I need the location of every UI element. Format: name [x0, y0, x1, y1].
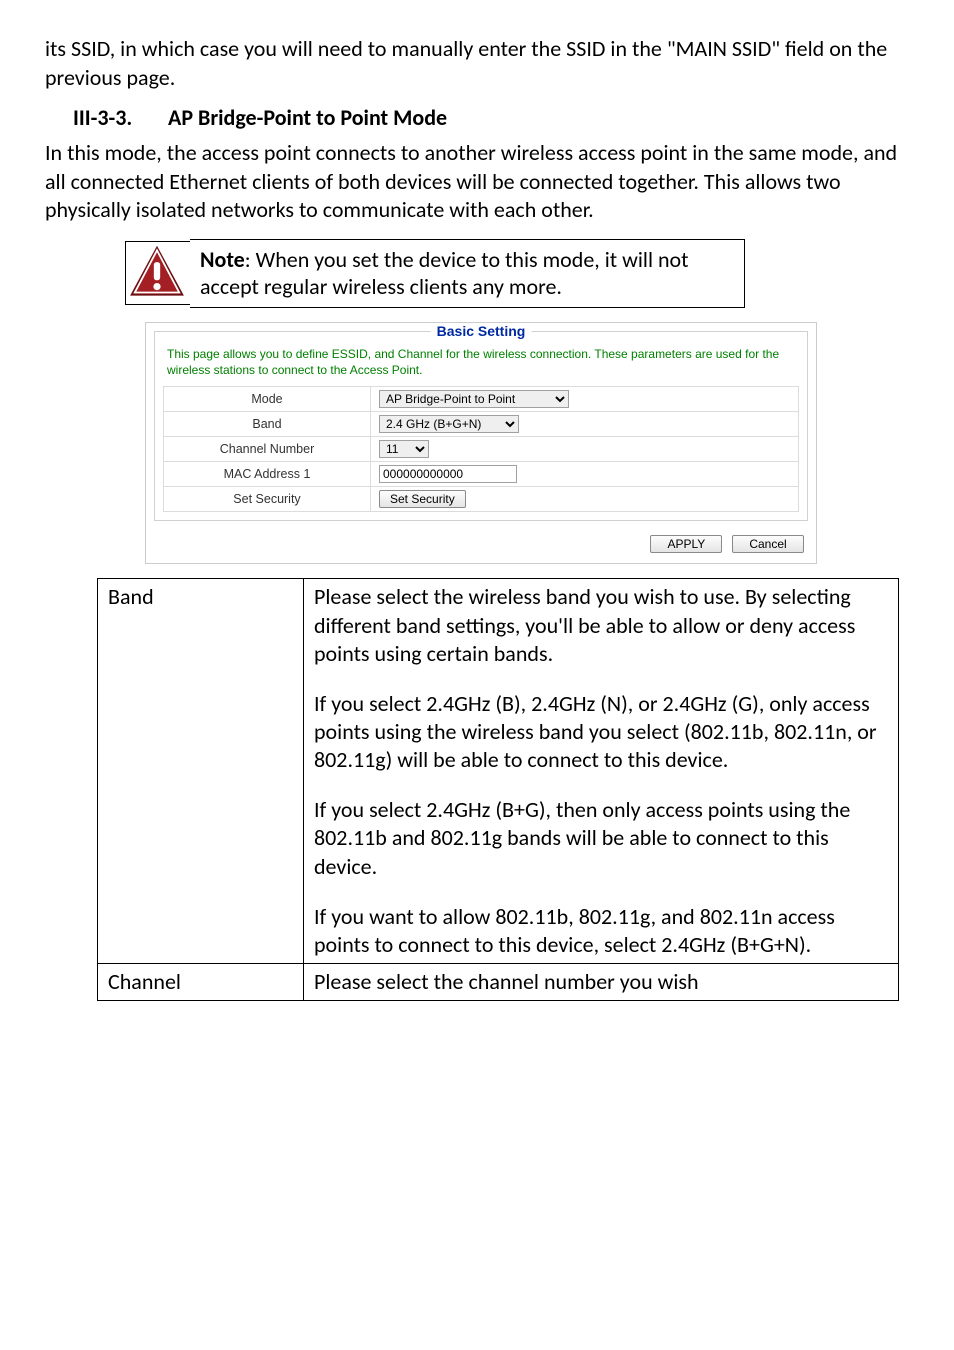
param-name-band: Band	[98, 579, 304, 964]
cell-channel: 11	[371, 437, 799, 462]
row-band: Band 2.4 GHz (B+G+N)	[164, 412, 799, 437]
fieldset-legend: Basic Setting	[431, 323, 532, 339]
param-desc-band: Please select the wireless band you wish…	[304, 579, 899, 964]
cell-setsec: Set Security	[371, 487, 799, 512]
note-bold: Note	[200, 246, 245, 273]
param-row-band: Band Please select the wireless band you…	[98, 579, 899, 964]
parameter-table: Band Please select the wireless band you…	[97, 578, 899, 1001]
section-heading: III-3-3. AP Bridge-Point to Point Mode	[73, 104, 909, 131]
label-setsec: Set Security	[164, 487, 371, 512]
band-p4: If you want to allow 802.11b, 802.11g, a…	[314, 903, 888, 959]
mac1-input[interactable]	[379, 465, 517, 483]
row-mac1: MAC Address 1	[164, 462, 799, 487]
note-text: Note: When you set the device to this mo…	[190, 239, 745, 308]
mode-select[interactable]: AP Bridge-Point to Point	[379, 390, 569, 408]
fieldset-description: This page allows you to define ESSID, an…	[155, 332, 807, 386]
param-desc-channel: Please select the channel number you wis…	[304, 964, 899, 1001]
cell-mac1	[371, 462, 799, 487]
row-mode: Mode AP Bridge-Point to Point	[164, 387, 799, 412]
band-select[interactable]: 2.4 GHz (B+G+N)	[379, 415, 519, 433]
label-mode: Mode	[164, 387, 371, 412]
label-mac1: MAC Address 1	[164, 462, 371, 487]
warning-icon	[128, 244, 186, 302]
cell-band: 2.4 GHz (B+G+N)	[371, 412, 799, 437]
cell-mode: AP Bridge-Point to Point	[371, 387, 799, 412]
intro-paragraph: its SSID, in which case you will need to…	[45, 35, 909, 92]
apply-button[interactable]: APPLY	[650, 535, 722, 553]
set-security-button[interactable]: Set Security	[379, 490, 466, 508]
mode-description: In this mode, the access point connects …	[45, 139, 909, 225]
note-body: : When you set the device to this mode, …	[200, 246, 689, 301]
panel-footer: APPLY Cancel	[146, 529, 816, 563]
channel-select[interactable]: 11	[379, 440, 429, 458]
row-setsec: Set Security Set Security	[164, 487, 799, 512]
settings-table: Mode AP Bridge-Point to Point Band 2.4 G…	[163, 386, 799, 512]
cancel-button[interactable]: Cancel	[732, 535, 804, 553]
basic-setting-panel: Basic Setting This page allows you to de…	[145, 322, 817, 564]
section-title: AP Bridge-Point to Point Mode	[168, 104, 447, 131]
note-callout: Note: When you set the device to this mo…	[125, 239, 745, 308]
note-icon-cell	[125, 241, 190, 305]
section-number: III-3-3.	[73, 104, 163, 131]
band-p2: If you select 2.4GHz (B), 2.4GHz (N), or…	[314, 690, 888, 774]
label-band: Band	[164, 412, 371, 437]
band-p1: Please select the wireless band you wish…	[314, 583, 888, 667]
param-name-channel: Channel	[98, 964, 304, 1001]
param-row-channel: Channel Please select the channel number…	[98, 964, 899, 1001]
label-channel: Channel Number	[164, 437, 371, 462]
row-channel: Channel Number 11	[164, 437, 799, 462]
basic-setting-fieldset: Basic Setting This page allows you to de…	[154, 331, 808, 521]
band-p3: If you select 2.4GHz (B+G), then only ac…	[314, 796, 888, 880]
